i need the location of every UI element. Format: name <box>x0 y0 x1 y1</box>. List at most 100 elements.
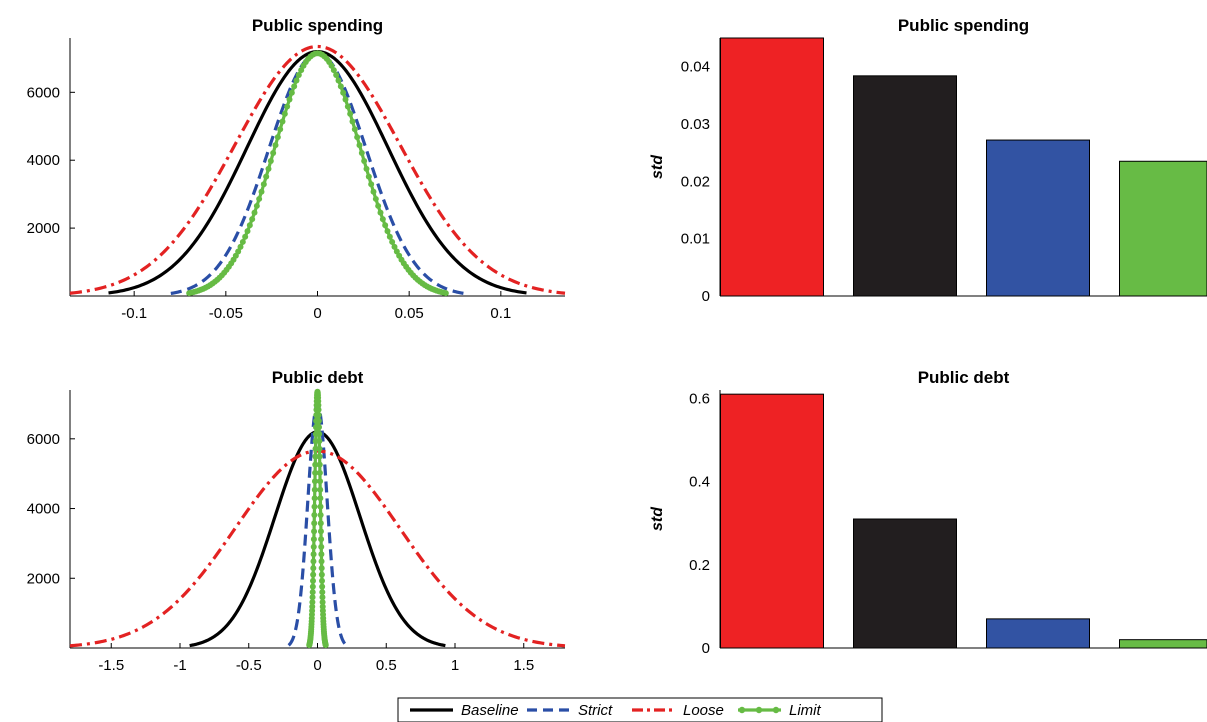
limit-marker <box>237 243 244 250</box>
limit-marker <box>318 536 325 543</box>
bar-loose <box>720 37 824 297</box>
limit-marker <box>389 238 396 245</box>
series-line-limit <box>188 51 447 295</box>
limit-marker <box>349 118 356 125</box>
y-tick-label: 0.02 <box>681 173 710 190</box>
limit-marker <box>344 103 351 110</box>
limit-marker <box>370 188 377 195</box>
limit-marker <box>386 233 393 240</box>
limit-marker <box>335 77 342 84</box>
limit-marker <box>372 195 379 202</box>
panel-title: Public debt <box>272 368 364 387</box>
x-tick-label: -1 <box>173 657 186 674</box>
limit-marker <box>375 202 382 209</box>
limit-marker <box>258 188 265 195</box>
limit-marker <box>322 642 329 649</box>
limit-marker <box>318 558 325 565</box>
legend: Baseline Strict Loose Limit <box>397 697 883 722</box>
limit-marker <box>239 238 246 245</box>
limit-marker <box>368 181 375 188</box>
limit-marker <box>249 216 256 223</box>
limit-marker <box>309 589 316 596</box>
limit-marker <box>319 583 326 590</box>
panel-4: Public debt 0 0.2 0.4 0.6 std <box>649 368 1207 657</box>
limit-marker <box>309 599 316 606</box>
limit-marker <box>384 228 391 235</box>
y-tick-label: 2000 <box>27 220 60 237</box>
limit-marker <box>311 503 318 510</box>
limit-marker <box>365 173 372 180</box>
limit-marker <box>315 406 322 413</box>
limit-marker <box>361 158 368 164</box>
limit-marker <box>442 290 449 297</box>
limit-marker <box>377 209 384 216</box>
limit-marker <box>316 469 323 476</box>
limit-marker <box>382 222 389 229</box>
limit-marker <box>311 478 318 485</box>
x-tick-label: -0.5 <box>236 657 262 674</box>
limit-marker <box>286 96 293 103</box>
bar-limit <box>1119 639 1207 649</box>
y-tick-label: 4000 <box>27 152 60 169</box>
limit-marker <box>309 583 316 590</box>
limit-marker <box>356 142 363 149</box>
legend-label-baseline: Baseline <box>461 702 519 719</box>
limit-marker <box>347 110 354 117</box>
limit-marker <box>330 67 337 74</box>
y-axis-label: std <box>649 506 666 531</box>
limit-marker <box>337 83 344 90</box>
limit-marker <box>279 118 286 125</box>
y-tick-label: 0.01 <box>681 231 710 248</box>
x-tick-label: 1.5 <box>513 657 534 674</box>
limit-marker <box>311 528 318 535</box>
x-tick-label: 0 <box>313 305 321 322</box>
limit-marker <box>295 72 302 79</box>
limit-marker <box>316 445 323 452</box>
limit-marker <box>244 228 251 235</box>
limit-marker <box>309 594 316 601</box>
series-line-strict <box>170 51 465 296</box>
limit-marker <box>317 478 324 485</box>
limit-marker <box>340 89 347 96</box>
limit-marker <box>318 543 325 550</box>
legend-marker-limit <box>755 706 763 714</box>
limit-marker <box>358 150 365 157</box>
panel-title: Public spending <box>252 16 383 35</box>
bar-limit <box>1119 160 1207 297</box>
limit-marker <box>246 222 253 229</box>
limit-marker <box>333 72 340 79</box>
limit-marker <box>391 243 398 250</box>
bar-strict <box>986 139 1090 297</box>
limit-marker <box>316 461 323 468</box>
y-tick-label: 0.6 <box>689 390 710 407</box>
x-tick-label: -0.1 <box>121 305 147 322</box>
limit-marker <box>315 417 322 424</box>
bar-loose <box>720 393 824 649</box>
limit-marker <box>263 173 270 180</box>
x-tick-label: -1.5 <box>98 657 124 674</box>
limit-marker <box>317 528 324 535</box>
limit-marker <box>316 438 323 445</box>
limit-marker <box>312 461 319 468</box>
limit-marker <box>318 565 325 572</box>
limit-marker <box>310 543 317 550</box>
limit-marker <box>253 202 260 209</box>
limit-marker <box>309 603 316 610</box>
limit-marker <box>310 571 317 578</box>
limit-marker <box>265 165 272 172</box>
x-tick-label: 0.5 <box>376 657 397 674</box>
limit-marker <box>311 486 318 493</box>
limit-marker <box>312 453 319 460</box>
limit-marker <box>319 589 326 596</box>
panel-1: Public spending -0.1 -0.05 0 0.05 0.1 2000 4000… <box>27 16 566 322</box>
panel-2: Public spending 0 0.01 0.02 0.03 0.04 std <box>649 16 1207 305</box>
limit-marker <box>312 469 319 476</box>
y-tick-label: 6000 <box>27 84 60 101</box>
panel-title: Public debt <box>918 368 1010 387</box>
series-line-loose <box>69 44 566 295</box>
y-tick-label: 2000 <box>27 570 60 587</box>
limit-marker <box>267 158 274 164</box>
limit-marker <box>319 594 326 601</box>
limit-marker <box>293 77 300 84</box>
